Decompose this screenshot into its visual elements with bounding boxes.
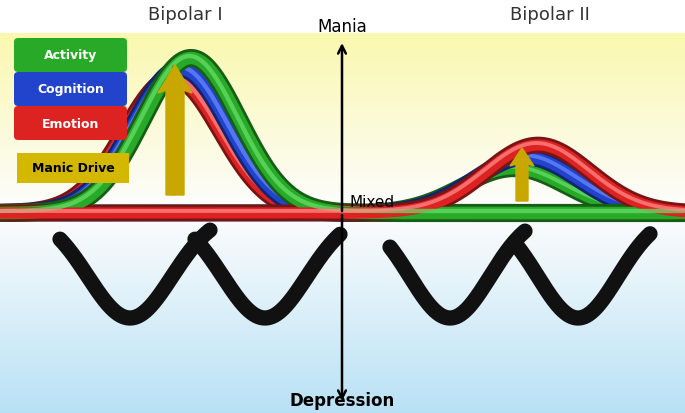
FancyArrow shape	[168, 66, 178, 195]
FancyBboxPatch shape	[14, 107, 127, 141]
Text: Bipolar II: Bipolar II	[510, 6, 590, 24]
Text: Activity: Activity	[44, 50, 97, 62]
FancyBboxPatch shape	[17, 154, 129, 183]
FancyBboxPatch shape	[14, 73, 127, 107]
Text: Cognition: Cognition	[37, 83, 104, 96]
Text: Mixed: Mixed	[350, 195, 395, 209]
Text: Bipolar I: Bipolar I	[148, 6, 223, 24]
Text: Emotion: Emotion	[42, 117, 99, 130]
Text: Depression: Depression	[289, 391, 395, 409]
FancyArrow shape	[510, 149, 534, 202]
FancyArrow shape	[158, 66, 192, 195]
Text: Manic Drive: Manic Drive	[32, 161, 114, 174]
Text: Mania: Mania	[317, 18, 367, 36]
FancyBboxPatch shape	[14, 39, 127, 73]
